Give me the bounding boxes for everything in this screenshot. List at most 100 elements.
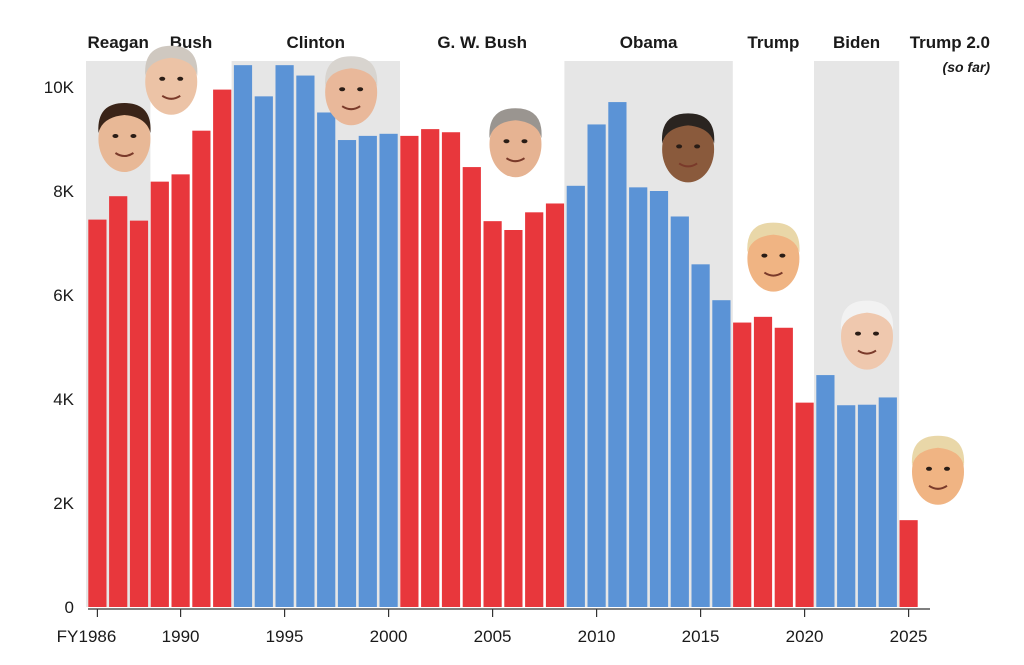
portrait-mouth-trump2 bbox=[928, 484, 948, 490]
x-tick-label-1990: 1990 bbox=[162, 627, 200, 646]
portrait-face-biden bbox=[841, 303, 893, 370]
x-tick-label-2010: 2010 bbox=[578, 627, 616, 646]
portrait-bush bbox=[145, 45, 198, 115]
portrait-biden bbox=[840, 300, 894, 370]
bar-2016 bbox=[712, 300, 731, 607]
x-tick-label-1995: 1995 bbox=[266, 627, 304, 646]
bar-2015 bbox=[691, 264, 710, 607]
bar-2011 bbox=[608, 102, 627, 607]
x-tick-label-2000: 2000 bbox=[370, 627, 408, 646]
portrait-mouth-obama bbox=[678, 162, 698, 168]
portrait-mouth-gwbush bbox=[505, 157, 526, 163]
bar-2025 bbox=[899, 520, 918, 607]
bar-2009 bbox=[566, 185, 585, 608]
bar-2022 bbox=[837, 405, 856, 607]
bar-2020 bbox=[795, 402, 814, 607]
president-portraits bbox=[98, 45, 965, 505]
portrait-eye-right-biden bbox=[873, 331, 879, 336]
portrait-hair-gwbush bbox=[489, 108, 542, 139]
bar-1998 bbox=[337, 140, 357, 608]
admin-label-g-w-bush: G. W. Bush bbox=[437, 33, 527, 52]
y-tick-label-6K: 6K bbox=[53, 286, 74, 305]
bar-1991 bbox=[192, 130, 211, 607]
bar-2004 bbox=[462, 167, 481, 607]
x-prefix-label: FY bbox=[57, 627, 79, 646]
bar-2014 bbox=[670, 216, 689, 608]
bar-2019 bbox=[774, 327, 793, 607]
bar-2010 bbox=[587, 124, 606, 607]
bar-1994 bbox=[254, 96, 273, 608]
portrait-face-gwbush bbox=[489, 111, 542, 178]
x-tick-labels: 1986 1990 1995 2000 2005 2010 2015 2020 2025 FY bbox=[57, 609, 928, 646]
bar-2000 bbox=[379, 133, 398, 608]
portrait-eye-right-obama bbox=[694, 144, 701, 149]
bar-2023 bbox=[857, 404, 877, 607]
x-tick-label-2020: 2020 bbox=[786, 627, 824, 646]
portrait-hair-bush bbox=[145, 45, 198, 76]
portrait-trump bbox=[747, 222, 800, 292]
bar-2008 bbox=[545, 203, 565, 608]
portrait-face-trump2 bbox=[912, 438, 964, 505]
bar-2003 bbox=[441, 132, 461, 608]
y-tick-labels: 0 2K 4K 6K 8K 10K bbox=[44, 78, 75, 617]
bar-1986 bbox=[88, 219, 107, 607]
bar-1989 bbox=[150, 181, 169, 607]
portrait-eye-left-clinton bbox=[339, 87, 346, 92]
bar-2001 bbox=[400, 135, 419, 607]
portrait-eye-right-gwbush bbox=[521, 139, 528, 144]
portrait-eye-left-gwbush bbox=[503, 139, 510, 144]
y-tick-label-8K: 8K bbox=[53, 182, 74, 201]
portrait-face-obama bbox=[662, 116, 715, 183]
administration-labels: Reagan Bush Clinton G. W. Bush Obama Trump Bid… bbox=[87, 33, 990, 75]
portrait-hair-trump2 bbox=[911, 435, 965, 466]
bar-2017 bbox=[733, 322, 752, 607]
bar-1990 bbox=[171, 174, 190, 608]
bar-1995 bbox=[275, 65, 294, 607]
bar-2002 bbox=[421, 129, 440, 607]
portrait-eye-left-trump bbox=[761, 253, 768, 258]
portrait-face-clinton bbox=[325, 59, 378, 126]
portrait-face-trump bbox=[747, 225, 800, 292]
y-tick-label-0: 0 bbox=[65, 598, 74, 617]
admin-label-obama: Obama bbox=[620, 33, 678, 52]
portrait-mouth-clinton bbox=[341, 105, 361, 111]
portrait-eye-right-clinton bbox=[357, 87, 364, 92]
portrait-eye-right-trump bbox=[779, 253, 786, 258]
portrait-mouth-bush bbox=[161, 94, 181, 100]
bar-group bbox=[88, 65, 918, 608]
bar-2021 bbox=[816, 375, 835, 607]
y-tick-label-10K: 10K bbox=[44, 78, 75, 97]
portrait-reagan bbox=[98, 103, 151, 172]
portrait-eye-left-reagan bbox=[112, 134, 119, 138]
x-tick-label-2005: 2005 bbox=[474, 627, 512, 646]
portrait-obama bbox=[661, 113, 715, 183]
portrait-mouth-trump bbox=[763, 271, 783, 277]
portrait-face-reagan bbox=[98, 106, 151, 172]
bar-1993 bbox=[233, 65, 253, 607]
admin-label-clinton: Clinton bbox=[287, 33, 346, 52]
bar-2012 bbox=[629, 187, 648, 608]
bar-1996 bbox=[296, 75, 315, 607]
bar-2013 bbox=[649, 191, 669, 607]
portrait-eye-right-bush bbox=[177, 76, 184, 81]
portrait-hair-clinton bbox=[325, 56, 378, 87]
bar-2006 bbox=[504, 230, 523, 607]
bar-2007 bbox=[525, 212, 544, 607]
portrait-hair-trump bbox=[747, 222, 800, 253]
bar-2024 bbox=[878, 397, 897, 607]
portrait-eye-right-reagan bbox=[130, 134, 137, 138]
admin-label-reagan: Reagan bbox=[87, 33, 148, 52]
y-tick-label-2K: 2K bbox=[53, 494, 74, 513]
portrait-eye-left-trump2 bbox=[926, 466, 932, 471]
portrait-mouth-reagan bbox=[114, 152, 134, 157]
portrait-eye-left-obama bbox=[676, 144, 683, 149]
admin-label-trump: Trump bbox=[747, 33, 799, 52]
portrait-gwbush bbox=[489, 108, 542, 178]
admin-note-trump-2-0: (so far) bbox=[943, 59, 991, 75]
portrait-hair-biden bbox=[840, 300, 894, 331]
x-tick-label-1986: 1986 bbox=[78, 627, 116, 646]
bar-1992 bbox=[213, 89, 232, 608]
portrait-hair-reagan bbox=[98, 103, 151, 133]
bar-1999 bbox=[358, 135, 377, 607]
